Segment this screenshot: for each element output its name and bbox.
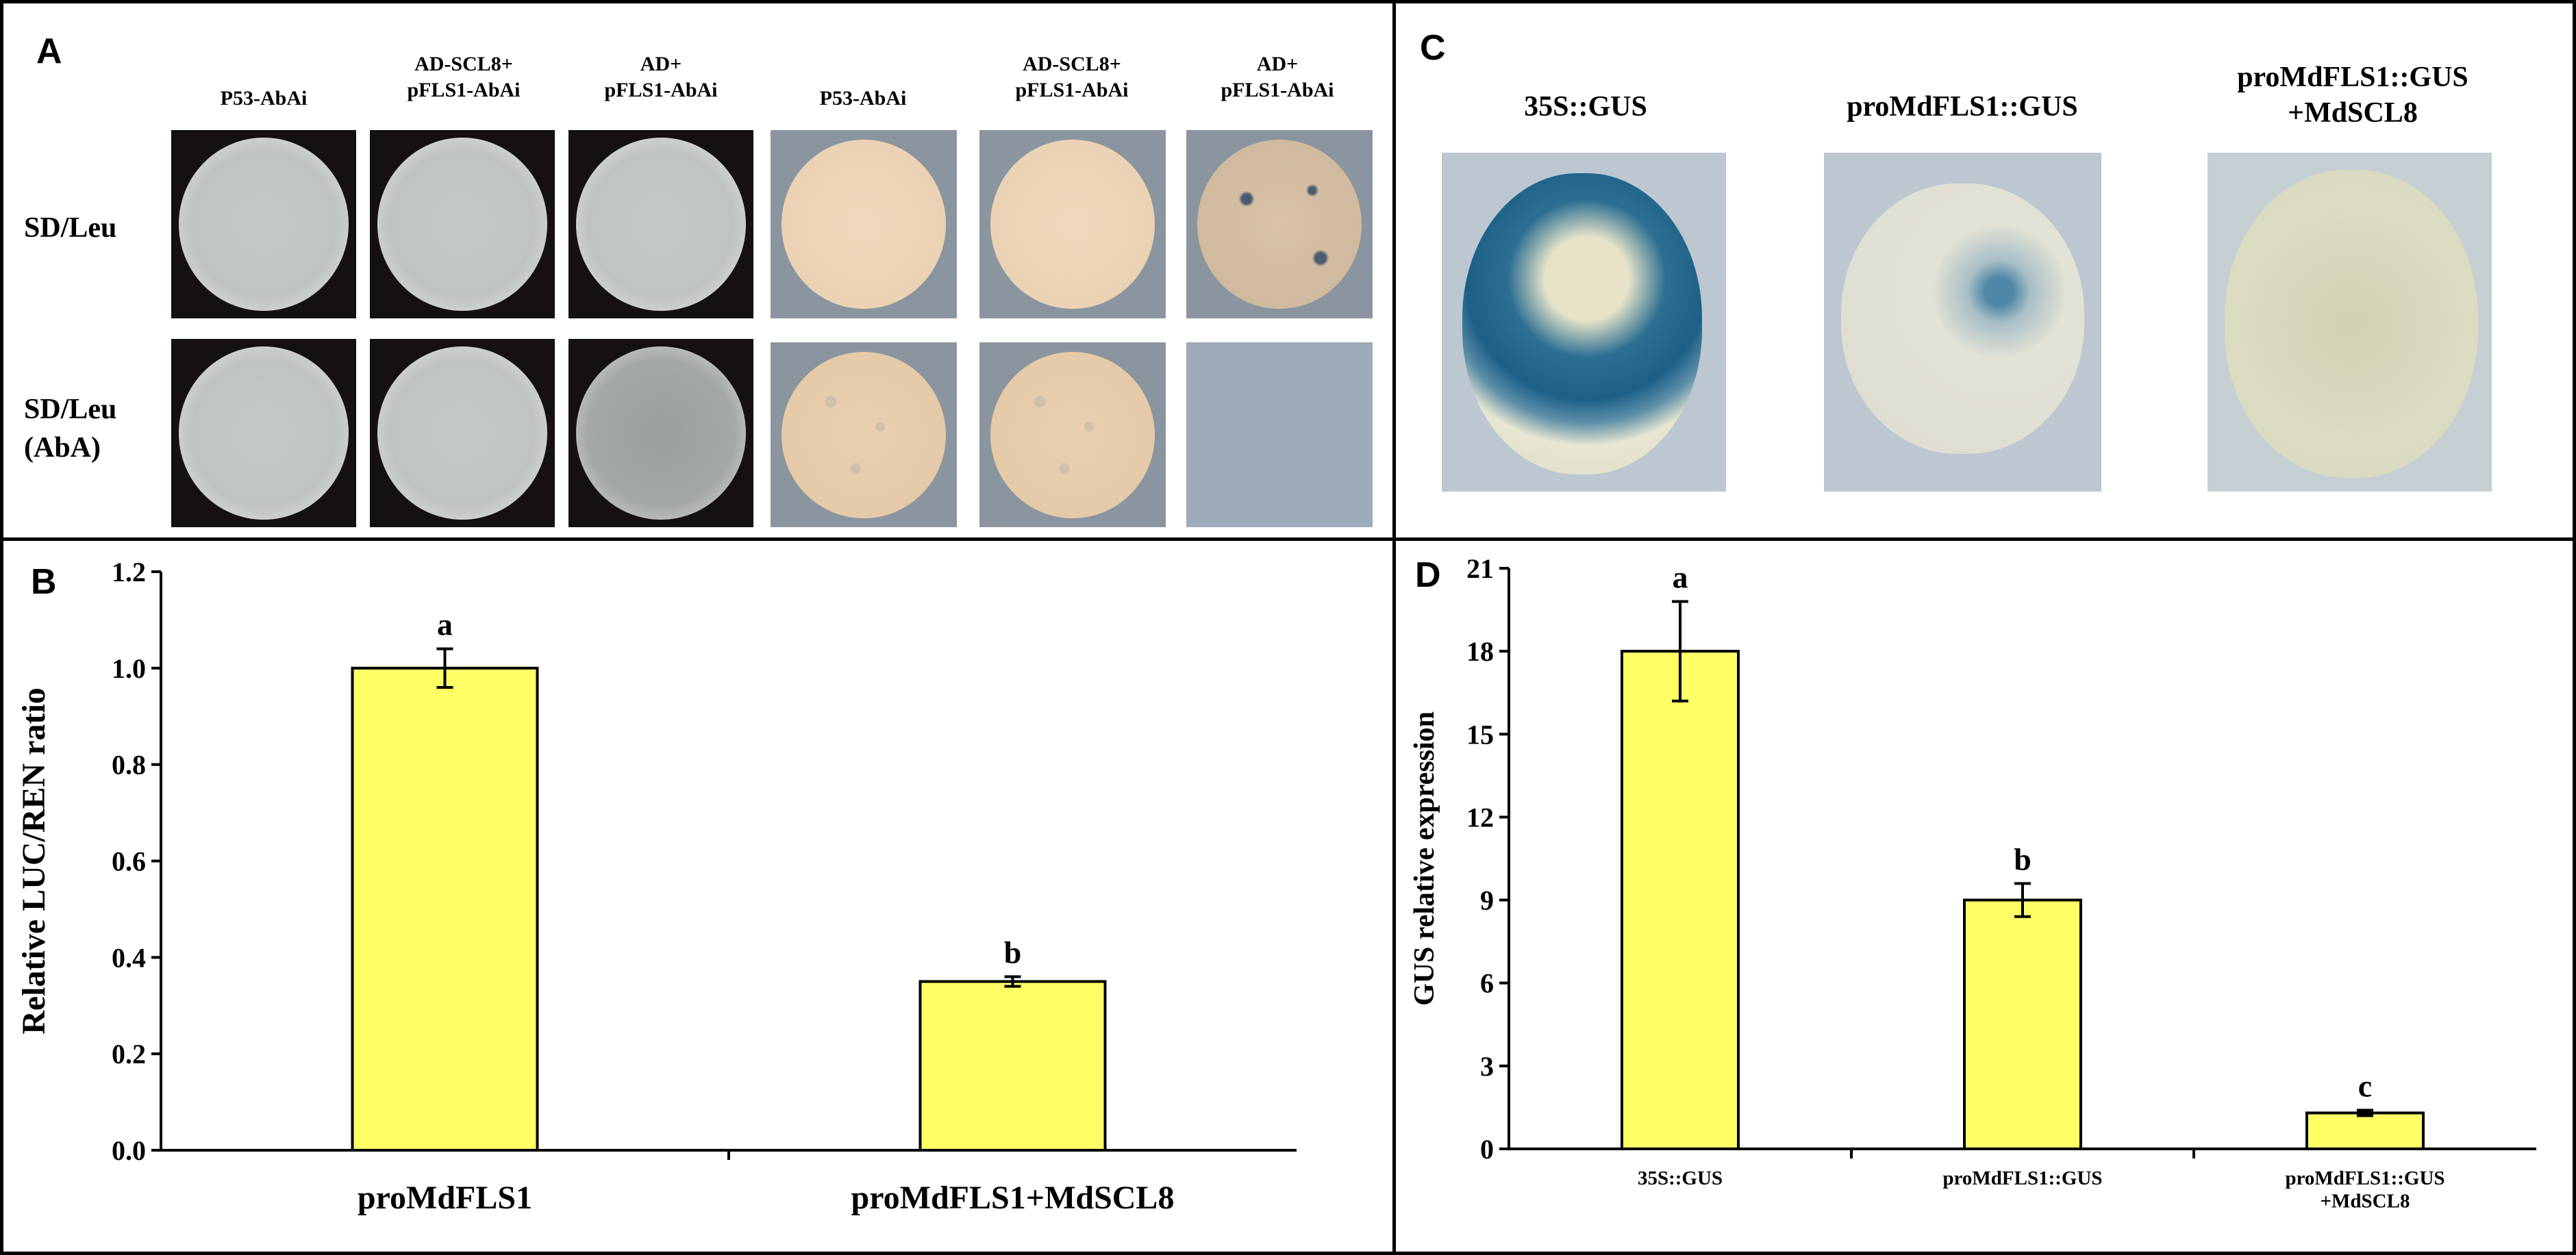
panel-d: D 0 3 6 9 12 15 18 21 GUS relative expression a 35…: [1392, 537, 2576, 1255]
plate-photo: [370, 339, 555, 527]
y-tick-label: 12: [1466, 802, 1494, 833]
panel-c-col-label: proMdFLS1::GUS +MdSCL8: [2237, 62, 2468, 129]
panel-c-col-label: 35S::GUS: [1524, 91, 1647, 123]
plate-photo: [171, 339, 356, 527]
plate-photo: [370, 130, 555, 318]
significance-label: b: [1004, 935, 1022, 970]
significance-label: c: [2358, 1068, 2372, 1103]
y-tick-label: 6: [1480, 968, 1494, 999]
bar: [1621, 650, 1740, 1150]
gus-photo: [2208, 153, 2492, 492]
y-tick-label: 18: [1466, 636, 1494, 667]
y-tick-label: 15: [1466, 719, 1494, 750]
panel-c: C 35S::GUS proMdFLS1::GUS proMdFLS1::GUS…: [1392, 0, 2576, 541]
panel-b-letter: B: [31, 562, 57, 602]
x-tick-label: proMdFLS1::GUS: [1942, 1167, 2102, 1189]
spot-photo: [1186, 342, 1373, 527]
plate-photo: [171, 130, 356, 318]
gus-photo: [1442, 153, 1726, 492]
bar: [2305, 1111, 2425, 1150]
panel-c-letter: C: [1420, 28, 1446, 68]
y-tick-label: 0.0: [112, 1135, 146, 1166]
x-tick-label: proMdFLS1+MdSCL8: [851, 1180, 1175, 1216]
y-tick-label: 1.0: [112, 653, 146, 684]
spot-photo: [771, 342, 957, 527]
significance-label: b: [2014, 841, 2031, 876]
y-tick-label: 0.2: [112, 1039, 146, 1069]
spot-photo: [979, 130, 1166, 318]
gus-photo: [1824, 153, 2101, 492]
plate-photo: [568, 339, 753, 527]
bar: [918, 980, 1107, 1152]
panel-a-col-label: AD+ pFLS1-AbAi: [1221, 53, 1334, 101]
bar: [351, 666, 539, 1152]
y-tick-label: 0: [1480, 1134, 1494, 1165]
y-axis-label: Relative LUC/REN ratio: [16, 687, 52, 1035]
y-tick-label: 3: [1480, 1051, 1494, 1082]
y-tick-label: 0.6: [112, 846, 146, 877]
y-tick-label: 21: [1466, 553, 1494, 584]
plate-photo: [568, 130, 753, 318]
y-tick-label: 9: [1480, 885, 1494, 916]
significance-label: a: [1673, 559, 1688, 594]
panel-c-col-label: proMdFLS1::GUS: [1847, 91, 2078, 123]
panel-a-row-label: SD/Leu: [24, 212, 117, 244]
chart-b: 0.0 0.2 0.4 0.6 0.8 1.0 1.2 Relative LUC/REN ra…: [16, 557, 1297, 1216]
panel-a-row-label: SD/Leu (AbA): [24, 394, 117, 464]
y-axis-label: GUS relative expression: [1409, 711, 1440, 1006]
panel-a-col-label: P53-AbAi: [220, 87, 308, 110]
panel-d-letter: D: [1415, 555, 1441, 595]
x-tick-label: 35S::GUS: [1638, 1167, 1723, 1189]
x-tick-label: proMdFLS1::GUS +MdSCL8: [2285, 1167, 2444, 1212]
spot-photo: [771, 130, 957, 318]
y-tick-label: 0.8: [112, 750, 146, 781]
panel-a-letter: A: [36, 31, 62, 71]
panel-a: A P53-AbAi AD-SCL8+ pFLS1-AbAi AD+ pFLS1…: [0, 0, 1396, 541]
panel-a-col-label: AD-SCL8+ pFLS1-AbAi: [407, 53, 521, 101]
spot-photo: [1186, 130, 1373, 318]
y-tick-label: 0.4: [112, 942, 146, 973]
panel-a-col-label: AD-SCL8+ pFLS1-AbAi: [1015, 53, 1129, 101]
spot-photo: [979, 342, 1166, 527]
panel-b: B 0.0 0.2 0.4 0.6 0.8 1.0 1.2 Relative LUC/REN …: [0, 537, 1396, 1255]
y-tick-label: 1.2: [112, 557, 146, 587]
bar: [1963, 898, 2082, 1150]
chart-d: 0 3 6 9 12 15 18 21 GUS relative expression a 35S:…: [1409, 553, 2536, 1212]
significance-label: a: [437, 607, 453, 642]
panel-a-col-label: P53-AbAi: [819, 87, 907, 110]
panel-a-col-label: AD+ pFLS1-AbAi: [604, 53, 718, 101]
x-tick-label: proMdFLS1: [358, 1180, 532, 1216]
